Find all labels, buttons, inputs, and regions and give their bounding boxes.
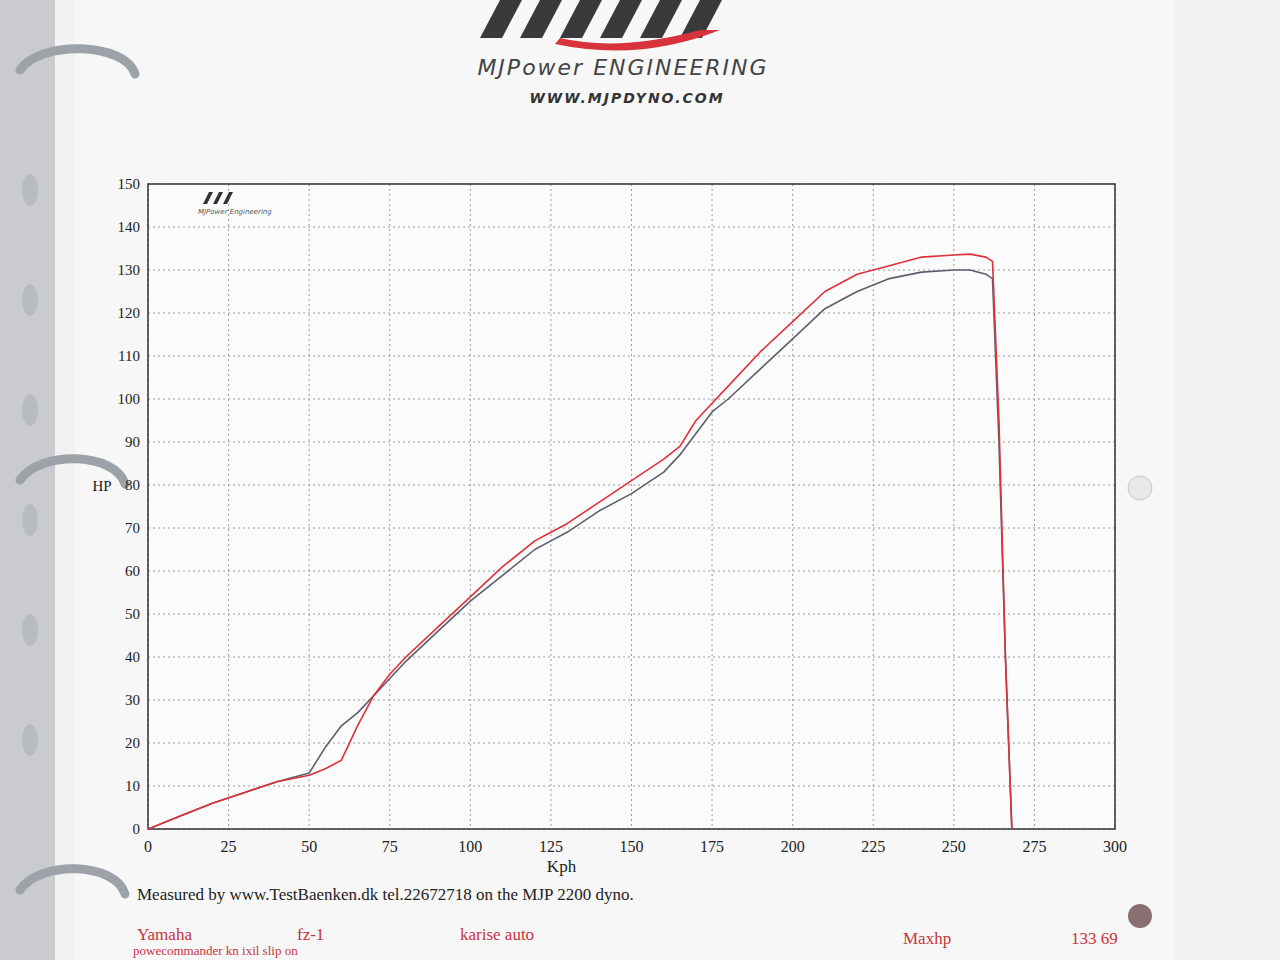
plot-area <box>148 184 1115 829</box>
grid-line <box>389 184 390 829</box>
y-tick-label: 20 <box>125 735 140 751</box>
x-tick-label: 125 <box>539 838 563 855</box>
binder-ring <box>20 49 135 74</box>
x-tick-label: 275 <box>1022 838 1046 855</box>
plot-logo <box>203 192 233 204</box>
grid-line <box>470 184 471 829</box>
logo <box>480 0 722 50</box>
logo-stripe <box>640 0 682 38</box>
logo-stripe <box>560 0 602 38</box>
url: WWW.MJPDYNO.COM <box>529 90 724 106</box>
grid-line <box>148 528 1115 529</box>
grid-line <box>712 184 713 829</box>
plot-watermark: MJPower Engineering <box>198 208 272 216</box>
y-tick-label: 30 <box>125 692 140 708</box>
y-tick-label: 10 <box>125 778 140 794</box>
grid-line <box>148 227 1115 228</box>
logo-stripe <box>480 0 522 38</box>
y-tick-label: 80 <box>125 477 140 493</box>
x-tick-label: 250 <box>942 838 966 855</box>
grid-line <box>148 313 1115 314</box>
y-tick-label: 90 <box>125 434 140 450</box>
punch-hole <box>22 724 38 756</box>
dyno-curve <box>148 254 1012 829</box>
logo-stripe <box>520 0 562 38</box>
maxhp-value: 133 69 <box>1071 929 1118 948</box>
y-tick-label: 150 <box>118 176 141 192</box>
y-axis-title: HP <box>92 478 111 494</box>
sheet <box>75 0 1175 960</box>
x-tick-label: 75 <box>382 838 398 855</box>
y-tick-label: 110 <box>118 348 140 364</box>
y-tick-label: 70 <box>125 520 140 536</box>
y-tick-label: 120 <box>118 305 141 321</box>
punch-hole <box>22 284 38 316</box>
y-tick-label: 50 <box>125 606 140 622</box>
dyno-curve <box>148 270 1012 829</box>
x-tick-label: 225 <box>861 838 885 855</box>
x-tick-label: 300 <box>1103 838 1127 855</box>
grid-line <box>873 184 874 829</box>
grid-line <box>792 184 793 829</box>
page: MJPower ENGINEERING WWW.MJPDYNO.COM 0 10 20 3… <box>0 0 1280 960</box>
y-tick-label: 60 <box>125 563 140 579</box>
y-tick-label: 0 <box>133 821 141 837</box>
grid-line <box>148 657 1115 658</box>
punch-hole <box>22 504 38 536</box>
model: fz-1 <box>297 925 324 944</box>
punch-hole <box>22 614 38 646</box>
mods: powecommander kn ixil slip on <box>133 943 298 958</box>
punch-hole <box>22 174 38 206</box>
x-tick-label: 25 <box>221 838 237 855</box>
grid-line <box>550 184 551 829</box>
logo-swoosh <box>555 30 720 50</box>
y-tick-label: 40 <box>125 649 140 665</box>
punch-hole <box>22 394 38 426</box>
punch-hole <box>1128 904 1152 928</box>
x-tick-label: 175 <box>700 838 724 855</box>
x-tick-label: 200 <box>781 838 805 855</box>
series-group <box>148 254 1012 829</box>
y-tick-label: 100 <box>118 391 141 407</box>
binder <box>0 0 1280 960</box>
paper <box>55 0 1280 960</box>
measured-by: Measured by www.TestBaenken.dk tel.22672… <box>137 885 634 904</box>
x-tick-label: 50 <box>301 838 317 855</box>
make: Yamaha <box>137 925 192 944</box>
x-tick-label: 150 <box>620 838 644 855</box>
x-tick-label: 0 <box>144 838 152 855</box>
logo-stripe <box>600 0 642 38</box>
grid-line <box>148 442 1115 443</box>
grid-line <box>228 184 229 829</box>
binder-ring <box>20 869 125 894</box>
grid-line <box>631 184 632 829</box>
brand: MJPower ENGINEERING <box>477 55 768 80</box>
grid-line <box>309 184 310 829</box>
shop: karise auto <box>460 925 534 944</box>
x-axis-title: Kph <box>547 857 577 876</box>
punch-hole <box>1128 476 1152 500</box>
maxhp-label: Maxhp <box>903 929 951 948</box>
y-tick-label: 140 <box>118 219 141 235</box>
grid-line <box>1034 184 1035 829</box>
grid-line <box>148 743 1115 744</box>
grid-line <box>953 184 954 829</box>
plot-frame <box>148 184 1115 829</box>
x-tick-label: 100 <box>458 838 482 855</box>
y-tick-label: 130 <box>118 262 141 278</box>
